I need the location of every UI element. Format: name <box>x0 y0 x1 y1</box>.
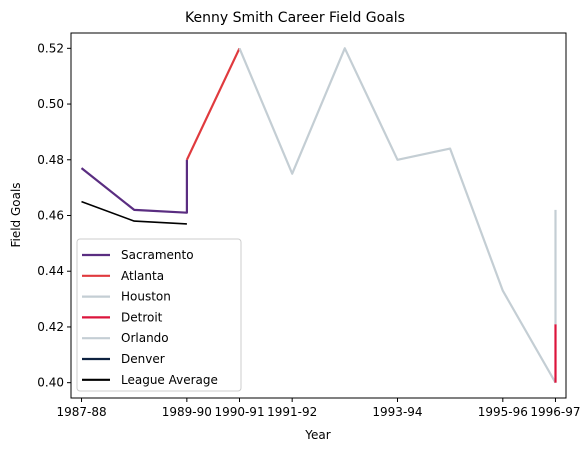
x-axis: 1987-88 1989-90 1990-91 1991-92 1993-94 1995-… <box>56 398 581 419</box>
y-tick-label: 0.50 <box>37 97 64 111</box>
y-tick-label: 0.42 <box>37 320 64 334</box>
y-tick-label: 0.48 <box>37 153 64 167</box>
y-tick-label: 0.52 <box>37 41 64 55</box>
series-line-league-average <box>81 200 187 225</box>
series-layer <box>80 47 557 384</box>
legend-label: Sacramento <box>121 248 194 262</box>
x-tick-label: 1993-94 <box>372 405 422 419</box>
y-tick-label: 0.40 <box>37 376 64 390</box>
legend-label: Denver <box>121 352 165 366</box>
legend-label: League Average <box>121 373 218 387</box>
x-tick-label: 1996-97 <box>530 405 580 419</box>
x-tick-label: 1990-91 <box>214 405 264 419</box>
legend-label: Orlando <box>121 331 169 345</box>
series-line-sacramento <box>80 159 188 214</box>
legend-frame <box>76 238 242 392</box>
y-axis: 0.40 0.42 0.44 0.46 0.48 0.50 0.52 <box>37 41 71 390</box>
y-tick-label: 0.46 <box>37 209 64 223</box>
chart-title: Kenny Smith Career Field Goals <box>185 10 405 26</box>
series-line-houston <box>238 47 557 384</box>
legend-label: Atlanta <box>121 269 164 283</box>
y-axis-title: Field Goals <box>9 182 23 247</box>
y-tick-label: 0.44 <box>37 264 64 278</box>
legend-label: Detroit <box>121 310 163 324</box>
series-line-atlanta <box>185 47 241 161</box>
legend: Sacramento Atlanta Houston Detroit Orlando De… <box>76 238 242 392</box>
x-tick-label: 1991-92 <box>267 405 317 419</box>
legend-label: Houston <box>121 290 171 304</box>
x-tick-label: 1987-88 <box>56 405 106 419</box>
x-axis-title: Year <box>304 428 330 442</box>
x-tick-label: 1995-96 <box>478 405 528 419</box>
x-tick-label: 1989-90 <box>162 405 212 419</box>
